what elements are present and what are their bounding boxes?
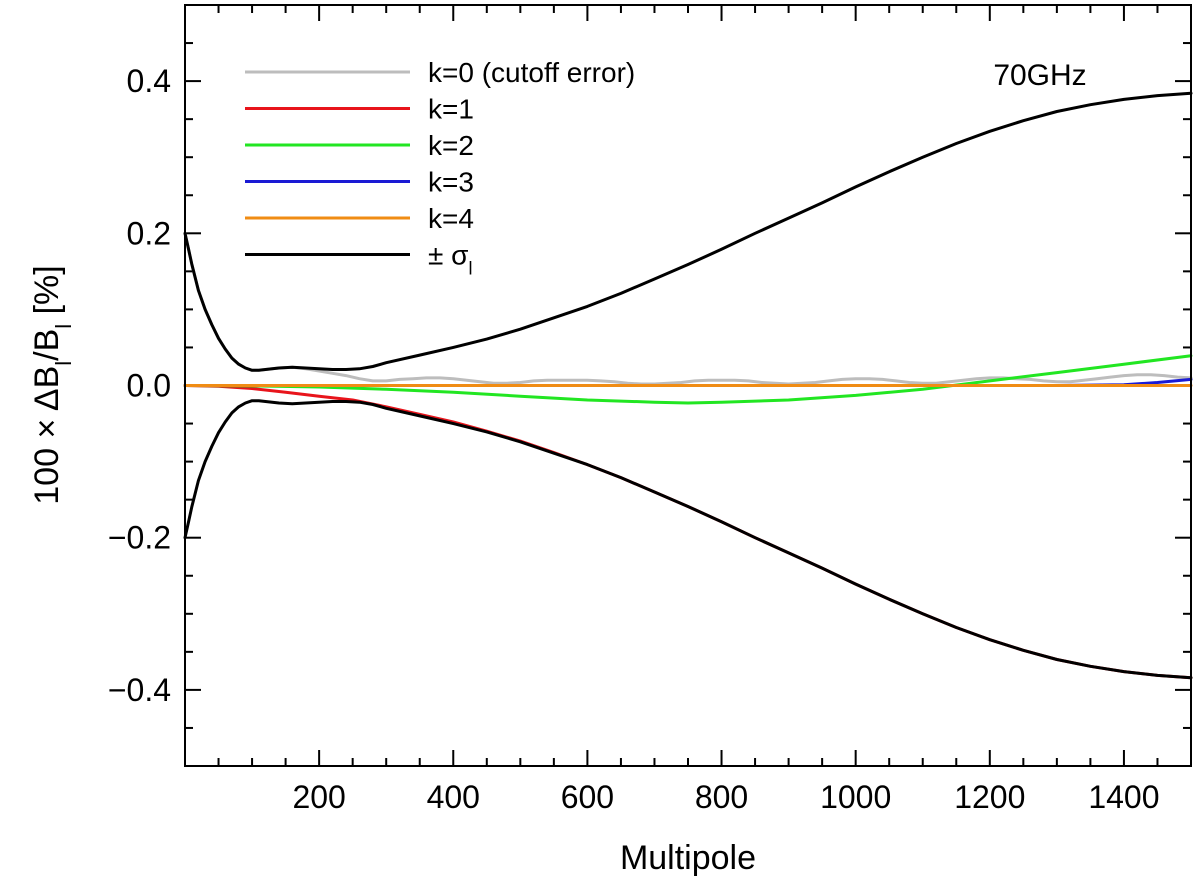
x-tick-label: 1200 bbox=[954, 779, 1025, 815]
y-axis-title-suffix: [%] bbox=[28, 265, 66, 324]
y-axis-title-sub1: l bbox=[51, 361, 76, 366]
series-line-series-5 bbox=[183, 91, 1193, 372]
y-tick-label: −0.2 bbox=[108, 520, 171, 556]
x-axis-title: Multipole bbox=[620, 839, 756, 877]
series-line-k-2 bbox=[183, 354, 1193, 405]
plot-series bbox=[183, 91, 1193, 680]
legend-label: k=0 (cutoff error) bbox=[428, 57, 635, 88]
x-tick-label: 200 bbox=[292, 779, 345, 815]
legend-label: k=4 bbox=[428, 203, 474, 234]
legend-label: ± σl bbox=[428, 240, 472, 279]
axes-ticks bbox=[185, 5, 1191, 766]
y-tick-label: 0.4 bbox=[127, 63, 171, 99]
series-line-series-5-lower bbox=[183, 399, 1193, 680]
y-axis-title-mid: /B bbox=[28, 329, 66, 361]
legend-label-subscript: l bbox=[468, 259, 472, 279]
x-tick-label: 1000 bbox=[820, 779, 891, 815]
legend-label: k=3 bbox=[428, 167, 474, 198]
legend-label: k=2 bbox=[428, 130, 474, 161]
y-axis-title-prefix: 100 × ΔB bbox=[28, 366, 66, 505]
x-tick-label: 1400 bbox=[1088, 779, 1159, 815]
x-tick-label: 600 bbox=[561, 779, 614, 815]
y-tick-label: −0.4 bbox=[108, 672, 171, 708]
plot-frame bbox=[184, 4, 1192, 767]
series-line-k-1 bbox=[183, 384, 1193, 680]
frequency-annotation: 70GHz bbox=[993, 59, 1086, 92]
x-tick-labels: 200 400 600 800 1000 1200 1400 bbox=[292, 779, 1159, 815]
y-tick-label: 0.2 bbox=[127, 215, 171, 251]
y-axis-title-sub2: l bbox=[51, 324, 76, 329]
x-tick-label: 800 bbox=[695, 779, 748, 815]
y-tick-labels: −0.4 −0.2 0.0 0.2 0.4 bbox=[108, 63, 171, 708]
y-axis-title: 100 × ΔBl/Bl [%] bbox=[28, 265, 76, 504]
x-tick-label: 400 bbox=[427, 779, 480, 815]
y-tick-label: 0.0 bbox=[127, 368, 171, 404]
legend-label: k=1 bbox=[428, 94, 474, 125]
legend: k=0 (cutoff error) k=1 k=2 k=3 k=4 ± σl bbox=[245, 57, 635, 279]
